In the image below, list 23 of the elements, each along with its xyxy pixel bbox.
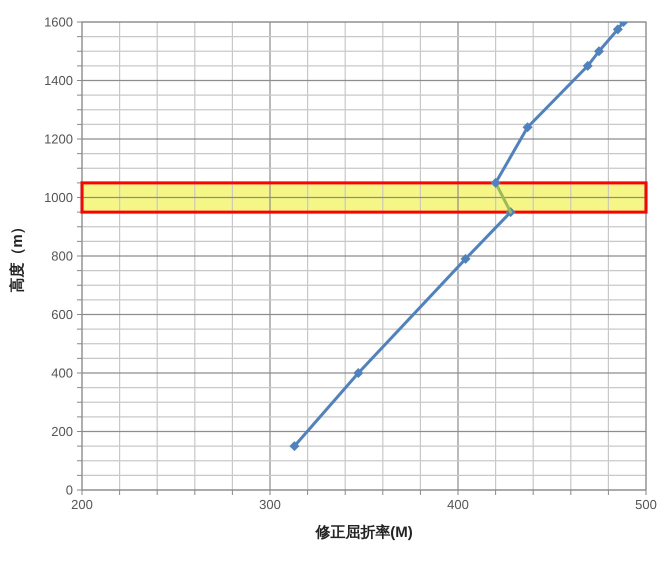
point xyxy=(460,254,471,264)
y-tick-label: 1600 xyxy=(44,14,73,30)
x-tick-label: 200 xyxy=(71,497,93,512)
point xyxy=(522,122,533,132)
y-tick-label: 600 xyxy=(51,307,73,322)
y-tick-label: 400 xyxy=(51,366,73,380)
y-axis-title: 高度（m） xyxy=(8,219,26,293)
y-tick-label: 1400 xyxy=(44,73,73,88)
point xyxy=(594,46,604,56)
point xyxy=(289,441,300,452)
y-tick-label: 800 xyxy=(51,248,73,264)
y-tick-label: 1200 xyxy=(44,132,73,146)
point xyxy=(353,368,364,378)
x-tick-label: 300 xyxy=(259,497,281,512)
y-tick-label: 0 xyxy=(66,482,73,498)
point xyxy=(612,24,623,34)
x-tick-label: 400 xyxy=(447,497,469,512)
point xyxy=(490,178,501,188)
x-axis-title: 修正屈折率(M) xyxy=(314,523,413,541)
y-tick-label: 200 xyxy=(51,424,73,439)
y-tick-label: 1000 xyxy=(44,190,73,205)
x-tick-label: 500 xyxy=(635,497,657,512)
point xyxy=(582,60,593,71)
